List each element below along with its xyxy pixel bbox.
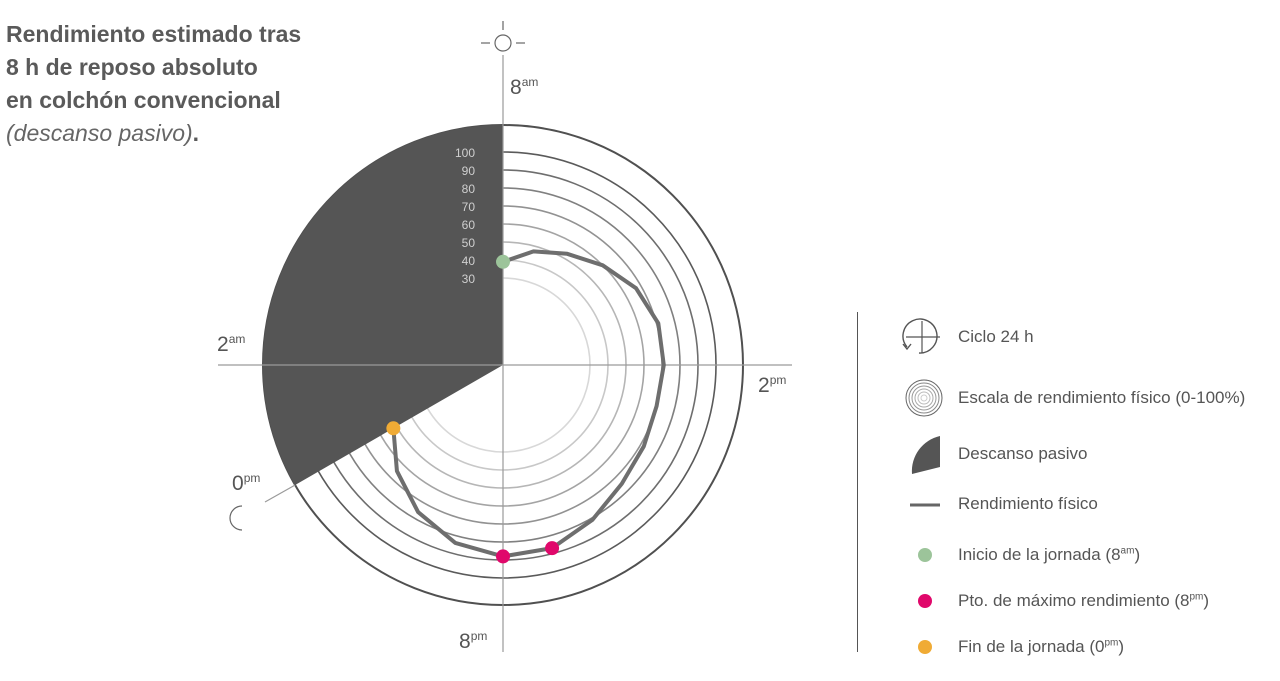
title-period: . [192,120,200,146]
title-line-1: Rendimiento estimado tras [6,21,302,47]
midnight-axis [264,484,296,503]
legend-item-line: Rendimiento físico [898,484,1280,524]
hour-left-sup: am [228,332,246,346]
legend-end-tail: ) [1118,637,1125,656]
chart-title: Rendimiento estimado tras 8 h de reposo … [6,18,426,150]
legend-label-peak: Pto. de máximo rendimiento (8pm) [958,591,1209,611]
legend-label-rest: Descanso pasivo [958,444,1088,463]
concentric-scale-icon [905,379,943,417]
scale-label-50: 50 [462,236,476,250]
hour-lowerleft-num: 0 [232,472,244,495]
legend-label-line: Rendimiento físico [958,494,1098,513]
hour-lowerleft-sup: pm [243,471,261,485]
title-line-2: 8 h de reposo absoluto [6,54,258,80]
hour-right-sup: pm [769,373,787,387]
legend-label-start: Inicio de la jornada (8am) [958,545,1140,565]
legend-item-start: Inicio de la jornada (8am) [898,535,1280,575]
hour-right-num: 2 [758,374,770,397]
scale-label-70: 70 [462,200,476,214]
scale-label-90: 90 [462,164,476,178]
legend-label-cycle: Ciclo 24 h [958,327,1034,346]
hour-label-top: 8am [510,76,538,100]
hour-label-right: 2pm [758,374,786,398]
hour-bottom-sup: pm [470,629,488,643]
moon-icon [229,505,243,531]
line-icon [910,503,940,507]
passive-rest-sector-icon [911,436,940,474]
legend-item-cycle: Ciclo 24 h [898,317,1280,357]
scale-label-60: 60 [462,218,476,232]
hour-label-left: 2am [217,333,245,357]
legend-start-tail: ) [1134,545,1141,564]
marker-peak-2 [496,549,510,564]
legend-peak-tail: ) [1203,591,1210,610]
legend-end-text: Fin de la jornada (0 [958,637,1105,656]
title-line-3: en colchón convencional [6,87,281,113]
scale-label-30: 30 [462,272,476,286]
orange-dot-icon [918,640,932,654]
marker-start-0 [496,254,510,269]
hour-top-sup: am [521,75,539,89]
hour-left-num: 2 [217,333,229,356]
sun-icon [494,34,512,52]
legend-label-end: Fin de la jornada (0pm) [958,637,1124,657]
legend-label-scale: Escala de rendimiento físico (0-100%) [958,388,1246,407]
hour-top-num: 8 [510,76,522,99]
marker-end-3 [386,421,401,436]
legend-item-peak: Pto. de máximo rendimiento (8pm) [898,581,1280,621]
chart-subtitle: (descanso pasivo) [6,120,193,146]
passive-rest-sector [263,125,503,485]
scale-label-100: 100 [455,146,475,160]
performance-line [391,249,666,559]
green-dot-icon [918,548,932,562]
legend-start-text: Inicio de la jornada (8 [958,545,1121,564]
legend-divider [857,312,858,652]
scale-label-40: 40 [462,254,476,268]
legend-end-sup: pm [1104,637,1119,649]
marker-peak-1 [545,541,560,556]
hour-label-lowerleft: 0pm [232,472,260,496]
magenta-dot-icon [918,594,932,608]
cycle-24h-icon [902,318,940,354]
scale-label-80: 80 [462,182,476,196]
legend-start-sup: am [1120,545,1135,557]
legend-peak-text: Pto. de máximo rendimiento (8 [958,591,1190,610]
hour-label-bottom: 8pm [459,630,487,654]
legend-item-rest: Descanso pasivo [898,434,1280,474]
hour-bottom-num: 8 [459,630,471,653]
legend-item-end: Fin de la jornada (0pm) [898,627,1280,667]
legend-peak-sup: pm [1189,591,1204,603]
legend-item-scale: Escala de rendimiento físico (0-100%) [898,378,1280,418]
